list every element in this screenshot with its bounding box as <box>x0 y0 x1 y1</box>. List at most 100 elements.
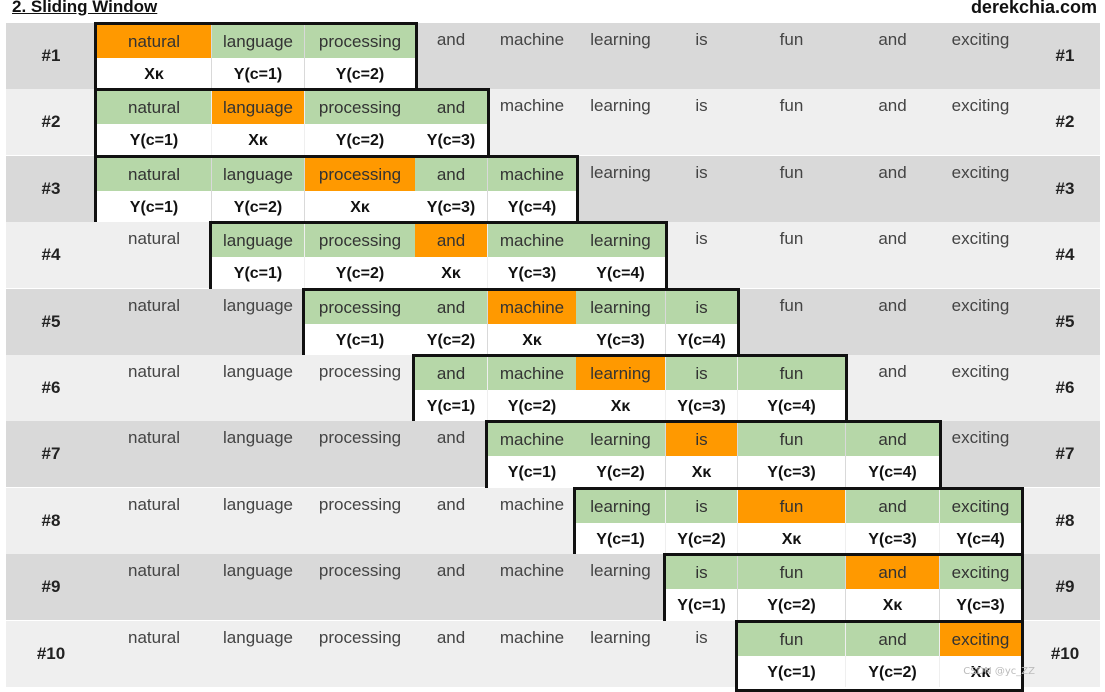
context-label: Y(c=1) <box>666 589 737 623</box>
word-cell: machine <box>499 494 565 514</box>
word-cell: learning <box>576 290 665 324</box>
word-cell: and <box>878 229 907 249</box>
word-cell: and <box>415 157 487 191</box>
word-cell: natural <box>97 25 211 58</box>
word-cell: processing <box>305 91 415 125</box>
word-cell: language <box>223 561 293 581</box>
row-label-left: #4 <box>41 245 61 265</box>
target-label: Xκ <box>940 655 1021 689</box>
context-label: Y(c=3) <box>576 323 665 357</box>
context-label: Y(c=4) <box>576 257 665 291</box>
word-cell: learning <box>590 30 651 49</box>
watermark: CSDN @yc_ZZ <box>963 666 1035 677</box>
row-label-right: #1 <box>1055 46 1075 65</box>
word-cell: language <box>223 428 293 448</box>
word-cell: and <box>878 362 907 381</box>
word-cell: processing <box>318 428 402 448</box>
word-cell: processing <box>305 224 415 258</box>
word-cell: natural <box>128 362 180 381</box>
word-cell: and <box>846 489 939 523</box>
word-cell: fun <box>779 295 804 315</box>
word-cell: fun <box>738 489 845 523</box>
row-label-right: #3 <box>1055 178 1075 198</box>
word-cell: learning <box>590 96 651 116</box>
word-cell: exciting <box>951 30 1010 49</box>
word-cell: and <box>415 290 487 324</box>
target-label: Xκ <box>576 390 665 423</box>
word-cell: natural <box>128 295 180 315</box>
row-label-left: #8 <box>41 510 61 530</box>
context-label: Y(c=2) <box>488 390 576 423</box>
word-cell: natural <box>128 229 180 249</box>
context-label: Y(c=1) <box>488 456 576 490</box>
word-cell: is <box>666 489 737 523</box>
word-cell: machine <box>488 423 576 457</box>
word-cell: fun <box>779 96 804 116</box>
word-cell: exciting <box>951 295 1010 315</box>
word-cell: and <box>415 91 487 125</box>
context-label: Y(c=2) <box>846 655 939 689</box>
word-cell: learning <box>576 423 665 457</box>
word-cell: and <box>846 622 939 656</box>
target-label: Xκ <box>97 58 211 91</box>
context-label: Y(c=2) <box>666 522 737 556</box>
context-label: Y(c=4) <box>846 456 939 490</box>
context-label: Y(c=1) <box>212 58 304 91</box>
context-label: Y(c=3) <box>940 589 1021 623</box>
row-label-right: #4 <box>1055 245 1075 265</box>
word-cell: exciting <box>951 362 1010 381</box>
context-label: Y(c=2) <box>305 58 415 91</box>
context-label: Y(c=2) <box>415 323 487 357</box>
context-label: Y(c=2) <box>305 257 415 291</box>
word-cell: and <box>415 357 487 390</box>
word-cell: machine <box>499 30 565 49</box>
word-cell: processing <box>318 627 402 647</box>
word-cell: is <box>695 96 708 116</box>
target-label: Xκ <box>666 456 737 490</box>
context-label: Y(c=2) <box>305 124 415 158</box>
context-label: Y(c=3) <box>738 456 845 490</box>
word-cell: exciting <box>940 556 1021 590</box>
word-cell: and <box>436 561 466 581</box>
context-label: Y(c=2) <box>738 589 845 623</box>
word-cell: language <box>223 362 293 381</box>
word-cell: and <box>846 423 939 457</box>
word-cell: processing <box>305 157 415 191</box>
row-label-right: #7 <box>1055 444 1075 464</box>
row-label-right: #5 <box>1055 311 1075 331</box>
target-label: Xκ <box>415 257 487 291</box>
word-cell: exciting <box>951 162 1010 182</box>
context-label: Y(c=4) <box>738 390 845 423</box>
context-label: Y(c=3) <box>666 390 737 423</box>
row-label-right: #9 <box>1055 577 1075 597</box>
site-credit: derekchia.com <box>970 0 1097 17</box>
row-label-left: #2 <box>41 112 61 132</box>
row-label-left: #9 <box>41 577 61 597</box>
row-label-left: #1 <box>41 46 61 65</box>
word-cell: and <box>436 494 466 514</box>
word-cell: language <box>223 627 293 647</box>
word-cell: natural <box>128 494 180 514</box>
row-label-left: #10 <box>36 643 66 663</box>
diagram-title: 2. Sliding Window <box>12 0 158 16</box>
word-cell: processing <box>318 362 402 381</box>
word-cell: and <box>415 224 487 258</box>
word-cell: language <box>223 295 293 315</box>
word-cell: exciting <box>951 229 1010 249</box>
context-label: Y(c=3) <box>846 522 939 556</box>
word-cell: language <box>212 25 304 58</box>
word-cell: and <box>846 556 939 590</box>
word-cell: natural <box>128 428 180 448</box>
context-label: Y(c=1) <box>212 257 304 291</box>
word-cell: fun <box>738 423 845 457</box>
target-label: Xκ <box>212 124 304 158</box>
target-label: Xκ <box>738 522 845 556</box>
word-cell: learning <box>590 162 651 182</box>
context-label: Y(c=3) <box>415 124 487 158</box>
word-cell: natural <box>128 627 180 647</box>
word-cell: natural <box>97 91 211 125</box>
target-label: Xκ <box>846 589 939 623</box>
row-label-left: #5 <box>41 311 61 331</box>
row-label-right: #8 <box>1055 510 1075 530</box>
